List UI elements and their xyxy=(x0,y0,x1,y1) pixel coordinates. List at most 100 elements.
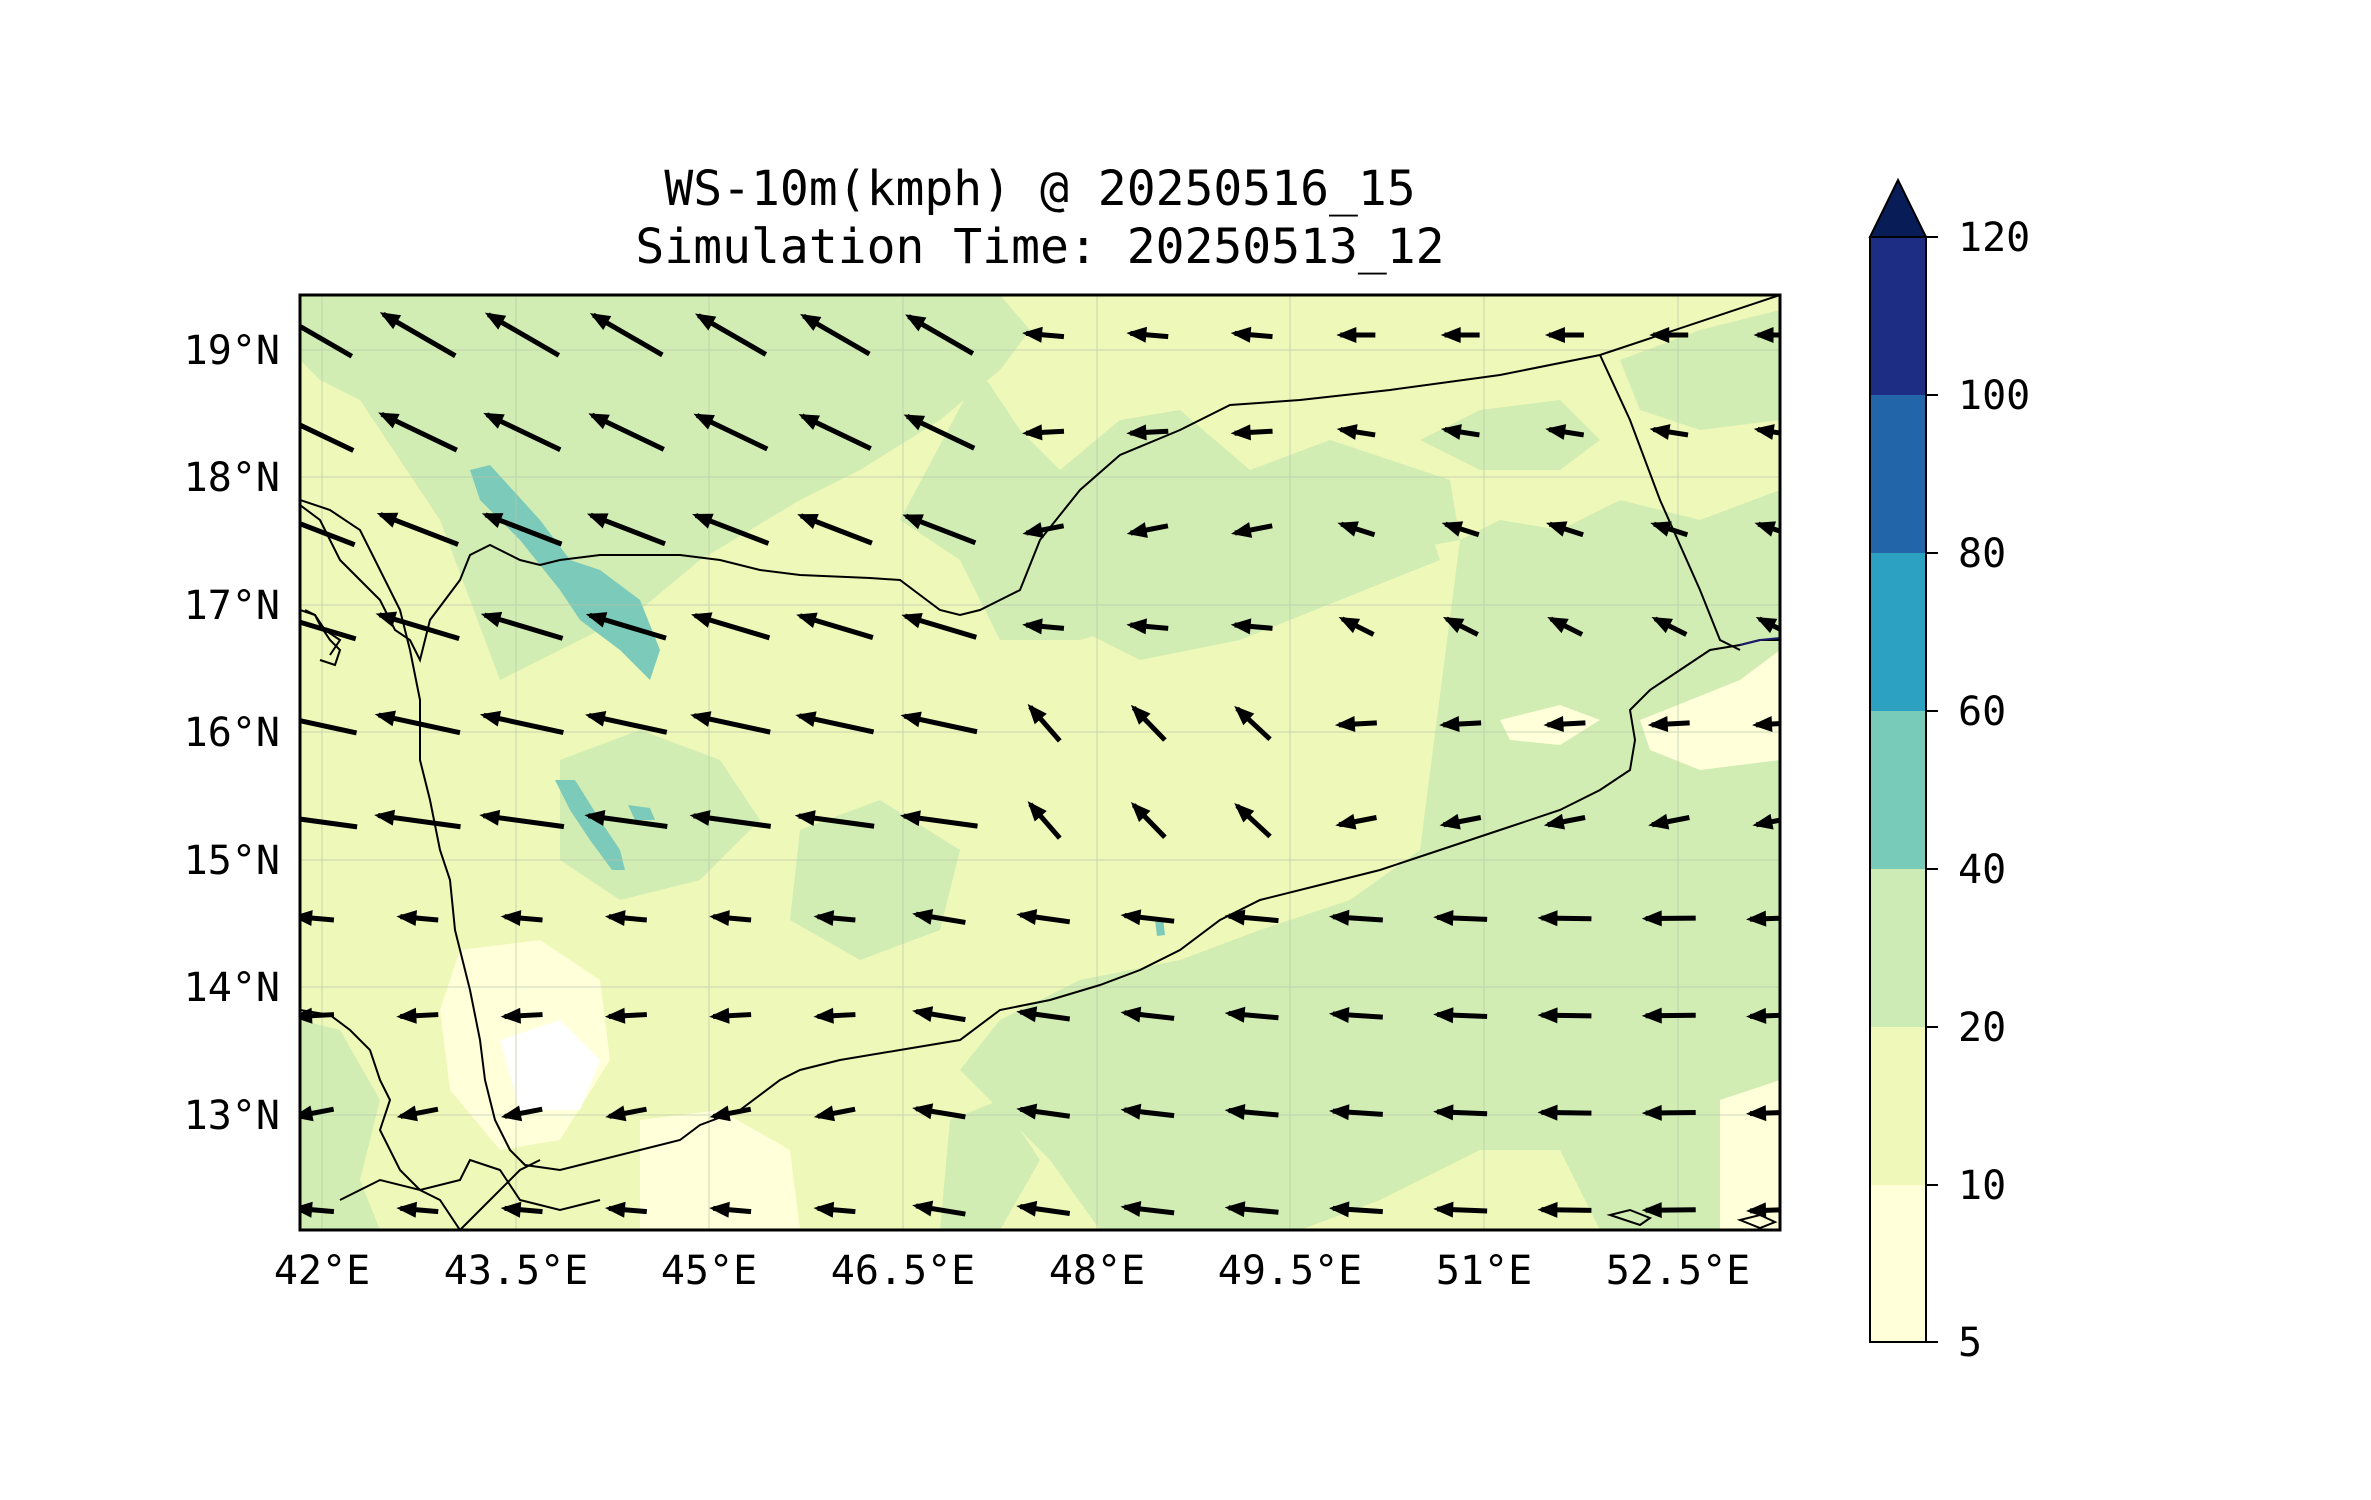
wind-arrow-head xyxy=(903,414,926,431)
wind-arrow-head xyxy=(1120,1006,1142,1023)
wind-arrow-head xyxy=(1746,1202,1767,1219)
wind-arrow-head xyxy=(691,612,713,628)
wind-arrow-head xyxy=(604,1201,626,1218)
wind-arrow-head xyxy=(374,710,396,727)
wind-arrow-head xyxy=(1754,521,1777,537)
low-wind-patch xyxy=(500,1020,600,1110)
wind-arrow-head xyxy=(1230,424,1251,441)
wind-arrow-head xyxy=(500,910,522,927)
wind-arrow-head xyxy=(1433,1201,1454,1218)
wind-arrow-head xyxy=(1230,522,1253,538)
wind-arrow-head xyxy=(272,512,294,527)
wind-arrow-head xyxy=(797,514,819,529)
wind-arrow-head xyxy=(1224,909,1246,926)
wind-arrow-head xyxy=(1543,813,1566,830)
wind-arrow-head xyxy=(1641,1104,1662,1121)
wind-arrow-shaft xyxy=(300,323,354,359)
wind-arrow-head xyxy=(1547,617,1569,634)
y-tick-label: 18°N xyxy=(184,455,280,501)
wind-arrow-head xyxy=(1230,326,1252,343)
wind-arrow-head xyxy=(1336,424,1358,440)
wind-arrow-head xyxy=(1016,1103,1038,1120)
colorbar-tick-label: 60 xyxy=(1958,689,2006,735)
wind-arrow-head xyxy=(1338,617,1361,634)
gridlines xyxy=(300,295,1780,1230)
y-tick-label: 19°N xyxy=(184,328,280,374)
djibouti-border xyxy=(339,1158,601,1212)
wind-arrow-head xyxy=(1328,1006,1350,1023)
wind-arrow-head xyxy=(1224,1104,1246,1120)
wind-arrow-head xyxy=(589,313,612,331)
map-title: WS-10m(kmph) @ 20250516_15 Simulation Ti… xyxy=(300,160,1780,276)
colorbar-tick-label: 10 xyxy=(1958,1163,2006,1209)
wind-arrow-head xyxy=(584,809,606,826)
wind-arrow-head xyxy=(1433,1104,1454,1121)
wind-arrow-head xyxy=(1027,703,1047,725)
colorbar-segment xyxy=(1870,1027,1926,1186)
wind-arrow-head xyxy=(396,910,417,927)
wind-arrow-head xyxy=(796,612,818,629)
wind-arrow-head xyxy=(1336,327,1357,343)
colorbar: 120 100 80 60 40 20 10 5 xyxy=(1868,177,2030,1366)
x-tick-label: 42°E xyxy=(274,1248,370,1294)
wind-arrow-head xyxy=(1224,1006,1246,1023)
map-panel xyxy=(269,295,1780,1230)
wind-arrow-head xyxy=(1753,424,1775,440)
colorbar-frame xyxy=(1869,236,1927,1343)
title-line-1: WS-10m(kmph) @ 20250516_15 xyxy=(664,161,1416,217)
wind-arrow-head xyxy=(273,412,294,428)
wind-arrow-head xyxy=(912,1103,934,1120)
dahlak-islands xyxy=(304,609,342,667)
colorbar-segment xyxy=(1870,237,1926,396)
wind-arrow-head xyxy=(396,1105,418,1122)
wind-arrow-head xyxy=(813,1007,834,1024)
colorbar-segment xyxy=(1870,869,1926,1028)
wind-arrow-head xyxy=(912,1200,934,1217)
wind-arrow-head xyxy=(905,314,927,332)
wind-arrow-head xyxy=(813,1105,836,1122)
wind-arrow-head xyxy=(484,312,507,330)
wind-arrow-head xyxy=(1641,1007,1662,1024)
wind-arrow-head xyxy=(269,810,290,826)
wind-arrow-head xyxy=(900,711,922,728)
x-tick-label: 45°E xyxy=(661,1248,757,1294)
wind-arrow-head xyxy=(1442,617,1465,634)
wind-arrow-head xyxy=(901,612,923,629)
colorbar-tick-label: 100 xyxy=(1958,373,2030,419)
wind-arrow-head xyxy=(1746,1007,1767,1024)
wind-arrow-head xyxy=(1120,1103,1142,1120)
sea-edge xyxy=(1739,637,1780,646)
wind-arrow-head xyxy=(300,1105,314,1122)
wind-arrow-head xyxy=(1022,326,1043,343)
wind-arrow-shaft xyxy=(300,718,358,736)
wind-arrow-head xyxy=(798,414,820,430)
wind-arrow-head xyxy=(1545,521,1568,537)
wind-arrow-head xyxy=(1537,910,1558,927)
wind-arrow-head xyxy=(300,1201,313,1218)
x-axis: 42°E 43.5°E 45°E 46.5°E 48°E 49.5°E 51°E… xyxy=(274,1248,1750,1294)
wind-arrow-shaft xyxy=(300,816,358,830)
wind-arrow-head xyxy=(378,412,400,429)
colorbar-tick-label: 80 xyxy=(1958,531,2006,577)
wind-arrow-head xyxy=(1022,424,1043,441)
wind-arrow-head xyxy=(604,1007,626,1024)
wind-arrow-head xyxy=(1649,424,1671,440)
wind-arrow-head xyxy=(1544,327,1565,343)
wind-arrow-head xyxy=(1746,910,1767,927)
wind-arrow-head xyxy=(1126,618,1147,635)
title-line-2: Simulation Time: 20250513_12 xyxy=(635,219,1445,275)
wind-arrow-head xyxy=(709,1007,730,1024)
colorbar-segment xyxy=(1870,395,1926,554)
wind-arrow-head xyxy=(1126,326,1147,343)
wind-arrow-head xyxy=(709,910,730,927)
wind-arrow-head xyxy=(1439,716,1460,733)
wind-arrow-head xyxy=(794,810,816,827)
wind-arrow-head xyxy=(1543,716,1564,733)
wind-arrow-head xyxy=(1439,813,1461,830)
wind-arrow-head xyxy=(1649,327,1670,343)
wind-arrow-head xyxy=(1328,909,1350,926)
wind-arrow-head xyxy=(902,514,924,530)
y-tick-label: 13°N xyxy=(184,1093,280,1139)
wind-arrow-head xyxy=(374,809,395,826)
